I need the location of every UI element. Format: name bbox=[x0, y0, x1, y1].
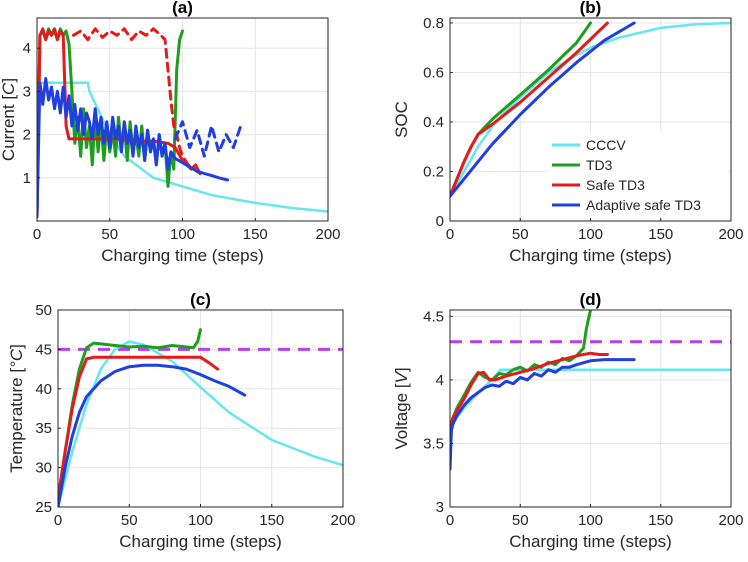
series-safe-td3 bbox=[37, 27, 202, 219]
y-tick-label: 0.2 bbox=[423, 163, 444, 180]
series-safe-td3 bbox=[450, 21, 609, 198]
x-tick-label: 200 bbox=[330, 512, 355, 529]
y-tick-label: 1 bbox=[23, 170, 31, 187]
legend: CCCV TD3 Safe TD3 Adaptive safe TD3 bbox=[547, 132, 729, 218]
x-tick-label: 0 bbox=[446, 512, 454, 529]
panel-a-ylabel: Current [C] bbox=[0, 78, 18, 161]
series-cccv bbox=[450, 21, 731, 198]
y-tick-label: 4 bbox=[23, 40, 31, 57]
panel-a-ylabel-unit: C bbox=[0, 82, 18, 95]
y-tick-label: 35 bbox=[35, 420, 52, 437]
x-tick-label: 50 bbox=[101, 226, 118, 243]
series-clip-group bbox=[37, 27, 328, 219]
panel-c-temperature: 0 50 100 150 200 25 30 35 40 45 50 (c) Charging ti… bbox=[7, 290, 356, 551]
panel-c-ylabel-unit: °C bbox=[7, 348, 26, 368]
y-tick-label: 45 bbox=[35, 341, 52, 358]
legend-box bbox=[547, 132, 729, 218]
panel-d-title: (d) bbox=[580, 290, 602, 309]
panel-c-xlabel: Charging time (steps) bbox=[119, 532, 282, 551]
legend-label: TD3 bbox=[586, 157, 613, 173]
panel-c-ylabel: Temperature [°C] bbox=[7, 344, 26, 473]
series-adaptive-safe-td3 bbox=[37, 77, 230, 219]
panel-a-ylabel-pre: Current [ bbox=[0, 95, 18, 161]
panel-b-xlabel: Charging time (steps) bbox=[509, 246, 672, 265]
x-tick-label: 50 bbox=[512, 512, 529, 529]
x-tick-label: 0 bbox=[54, 512, 62, 529]
legend-label: Safe TD3 bbox=[586, 177, 645, 193]
series-clip-group bbox=[450, 21, 731, 198]
y-tick-label: 3 bbox=[436, 499, 444, 516]
panel-a-ticks: 0 50 100 150 200 1 2 3 4 bbox=[23, 40, 341, 243]
y-tick-label: 2 bbox=[23, 127, 31, 144]
panel-d-ylabel-post: ] bbox=[392, 367, 411, 372]
x-tick-label: 200 bbox=[718, 226, 743, 243]
x-tick-label: 50 bbox=[121, 512, 138, 529]
panel-d-voltage: 0 50 100 150 200 3 3.5 4 4.5 (d) Charging time (… bbox=[392, 290, 744, 551]
x-tick-label: 200 bbox=[718, 512, 743, 529]
series-adaptive-safe-td3 bbox=[450, 358, 636, 471]
y-tick-label: 50 bbox=[35, 302, 52, 319]
panel-c-series bbox=[58, 328, 343, 507]
series-safe-td3 bbox=[450, 351, 609, 433]
panel-a-xlabel: Charging time (steps) bbox=[101, 246, 264, 265]
x-tick-label: 50 bbox=[512, 226, 529, 243]
y-tick-label: 0.4 bbox=[423, 114, 444, 131]
x-tick-label: 100 bbox=[170, 226, 195, 243]
x-tick-label: 0 bbox=[33, 226, 41, 243]
panel-b-soc: 0 50 100 150 200 0 0.2 0.4 0.6 0.8 (b) Charging t… bbox=[392, 0, 744, 265]
panel-b-ticks: 0 50 100 150 200 0 0.2 0.4 0.6 0.8 bbox=[423, 15, 743, 243]
y-tick-label: 30 bbox=[35, 460, 52, 477]
y-tick-label: 3.5 bbox=[423, 435, 444, 452]
panel-d-ylabel-pre: Voltage [ bbox=[392, 383, 411, 449]
series-adaptive-safe-td3-exploration bbox=[173, 120, 243, 158]
panel-c-ylabel-post: ] bbox=[7, 344, 26, 349]
x-tick-label: 150 bbox=[259, 512, 284, 529]
series-adaptive-safe-td3 bbox=[450, 21, 636, 198]
y-tick-label: 40 bbox=[35, 381, 52, 398]
y-tick-label: 3 bbox=[23, 83, 31, 100]
x-tick-label: 100 bbox=[578, 512, 603, 529]
panel-d-series bbox=[450, 310, 731, 471]
x-tick-label: 0 bbox=[446, 226, 454, 243]
y-tick-label: 0.6 bbox=[423, 64, 444, 81]
y-tick-label: 25 bbox=[35, 499, 52, 516]
x-tick-label: 150 bbox=[648, 512, 673, 529]
panel-d-ylabel-unit: V bbox=[392, 370, 411, 383]
series-adaptive-safe-td3 bbox=[58, 363, 247, 507]
panel-a-current: 0 50 100 150 200 1 2 3 4 (a) Charging time (step… bbox=[0, 0, 341, 265]
panel-d-grid bbox=[449, 310, 732, 508]
panel-b-ylabel: SOC bbox=[392, 101, 411, 138]
series-clip-group bbox=[58, 328, 343, 507]
panel-b-series bbox=[450, 21, 731, 198]
panel-a-ylabel-post: ] bbox=[0, 78, 18, 83]
y-tick-label: 0 bbox=[436, 213, 444, 230]
series-safe-td3-exploration bbox=[71, 27, 202, 175]
panel-b-title: (b) bbox=[580, 0, 602, 17]
x-tick-label: 100 bbox=[188, 512, 213, 529]
panel-c-grid bbox=[57, 309, 344, 508]
y-tick-label: 0.8 bbox=[423, 15, 444, 32]
x-tick-label: 150 bbox=[243, 226, 268, 243]
panel-d-ticks: 0 50 100 150 200 3 3.5 4 4.5 bbox=[423, 308, 743, 529]
x-tick-label: 200 bbox=[315, 226, 340, 243]
series-clip-group bbox=[450, 310, 731, 471]
panel-d-ylabel: Voltage [V] bbox=[392, 367, 411, 449]
series-safe-td3 bbox=[58, 355, 220, 501]
legend-label: Adaptive safe TD3 bbox=[586, 197, 701, 213]
x-tick-label: 100 bbox=[578, 226, 603, 243]
panel-d-xlabel: Charging time (steps) bbox=[509, 532, 672, 551]
panel-c-title: (c) bbox=[190, 290, 211, 309]
panel-a-series bbox=[37, 27, 328, 219]
y-tick-label: 4 bbox=[436, 372, 444, 389]
y-tick-label: 4.5 bbox=[423, 308, 444, 325]
panel-c-ticks: 0 50 100 150 200 25 30 35 40 45 50 bbox=[35, 302, 355, 529]
panel-a-title: (a) bbox=[172, 0, 193, 17]
x-tick-label: 150 bbox=[648, 226, 673, 243]
panel-c-ylabel-pre: Temperature [ bbox=[7, 368, 26, 473]
legend-label: CCCV bbox=[586, 137, 626, 153]
